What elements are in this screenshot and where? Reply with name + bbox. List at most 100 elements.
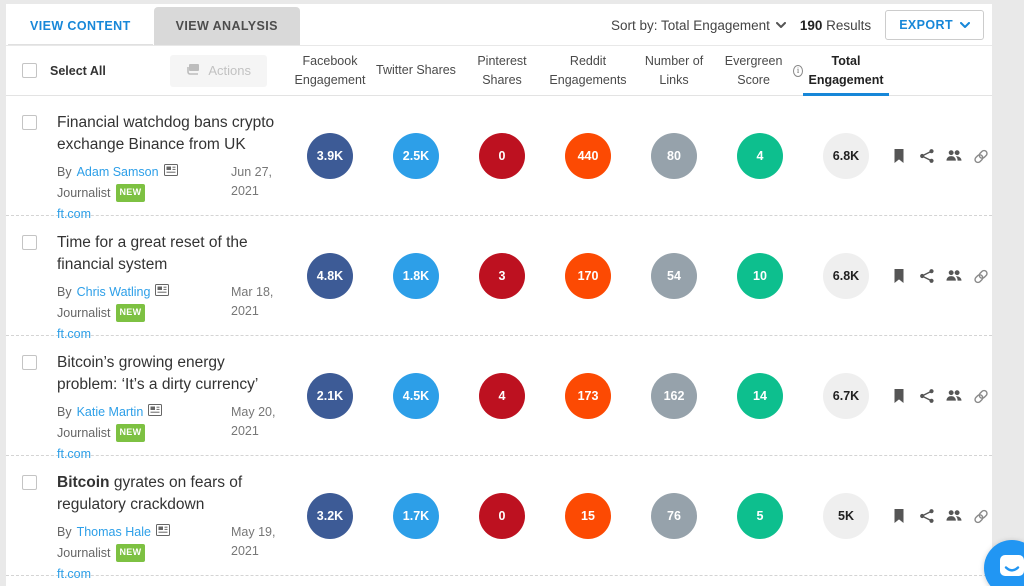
link-icon[interactable] xyxy=(973,508,989,524)
bookmark-icon[interactable] xyxy=(892,508,908,524)
layers-icon xyxy=(186,63,201,79)
bookmark-icon[interactable] xyxy=(892,268,908,284)
number-of-links-value: 54 xyxy=(651,252,697,299)
article-title[interactable]: Bitcoin gyrates on fears of regulatory c… xyxy=(57,472,277,516)
users-icon[interactable] xyxy=(946,508,962,524)
row-actions xyxy=(889,268,992,284)
article-title[interactable]: Time for a great reset of the financial … xyxy=(57,232,277,276)
results-count: 190 Results xyxy=(800,18,871,33)
by-label: By xyxy=(57,285,72,299)
column-header-evergreen: Evergreen Score i xyxy=(717,46,803,95)
row-checkbox[interactable] xyxy=(22,355,37,370)
title-text: Financial watchdog bans crypto exchange … xyxy=(57,114,275,153)
share-icon[interactable] xyxy=(919,148,935,164)
users-icon[interactable] xyxy=(946,268,962,284)
bookmark-icon[interactable] xyxy=(892,388,908,404)
domain-link[interactable]: ft.com xyxy=(57,446,92,461)
row-article-cell: Time for a great reset of the financial … xyxy=(6,216,287,343)
row-checkbox[interactable] xyxy=(22,475,37,490)
actions-button[interactable]: Actions xyxy=(170,54,267,87)
new-badge: NEW xyxy=(115,544,146,562)
facebook-engagement-value: 4.8K xyxy=(307,252,353,299)
title-text: gyrates on fears of regulatory crackdown xyxy=(57,474,243,513)
domain-link[interactable]: ft.com xyxy=(57,206,92,221)
content-panel: VIEW CONTENT VIEW ANALYSIS Sort by: Tota… xyxy=(6,4,992,586)
users-icon[interactable] xyxy=(946,148,962,164)
author-role: Journalist xyxy=(57,425,111,440)
article-title[interactable]: Financial watchdog bans crypto exchange … xyxy=(57,112,277,156)
tab-bar: VIEW CONTENT VIEW ANALYSIS Sort by: Tota… xyxy=(6,4,992,46)
domain-link[interactable]: ft.com xyxy=(57,326,92,341)
users-icon[interactable] xyxy=(946,388,962,404)
table-row: Bitcoin’s growing energy problem: ‘It’s … xyxy=(6,336,992,461)
column-header-facebook: Facebook Engagement xyxy=(294,54,366,87)
share-icon[interactable] xyxy=(919,388,935,404)
newspaper-icon xyxy=(155,523,170,542)
evergreen-score-value: 14 xyxy=(737,372,783,419)
newspaper-icon xyxy=(163,163,178,182)
list-header-left: Select All Actions xyxy=(6,54,287,87)
total-engagement-value: 6.7K xyxy=(823,372,869,419)
number-of-links-value: 80 xyxy=(651,132,697,179)
new-badge: NEW xyxy=(115,304,146,322)
article-title[interactable]: Bitcoin’s growing energy problem: ‘It’s … xyxy=(57,352,277,396)
chevron-down-icon xyxy=(960,21,970,29)
row-actions xyxy=(889,508,992,524)
evergreen-score-value: 4 xyxy=(737,132,783,179)
author-link[interactable]: Adam Samson xyxy=(76,165,159,179)
total-engagement-value: 6.8K xyxy=(823,252,869,299)
twitter-shares-value: 2.5K xyxy=(393,132,439,179)
byline-block: By Chris Watling Journalist NEW ft.com xyxy=(57,283,231,343)
byline-block: By Adam Samson Journalist NEW ft.com xyxy=(57,163,231,223)
author-link[interactable]: Chris Watling xyxy=(76,285,151,299)
domain-link[interactable]: ft.com xyxy=(57,566,92,581)
facebook-engagement-value: 2.1K xyxy=(307,372,353,419)
article-date: May 20, 2021 xyxy=(231,405,276,438)
row-checkbox[interactable] xyxy=(22,115,37,130)
pinterest-shares-value: 0 xyxy=(479,492,525,539)
reddit-engagements-value: 15 xyxy=(565,492,611,539)
row-article-cell: Bitcoin’s growing energy problem: ‘It’s … xyxy=(6,336,287,463)
newspaper-icon xyxy=(148,403,163,422)
article-info: Bitcoin’s growing energy problem: ‘It’s … xyxy=(57,352,287,463)
tab-view-analysis[interactable]: VIEW ANALYSIS xyxy=(153,7,300,45)
article-date: Jun 27, 2021 xyxy=(231,165,273,198)
info-icon[interactable]: i xyxy=(793,64,803,77)
link-icon[interactable] xyxy=(973,148,989,164)
number-of-links-value: 76 xyxy=(651,492,697,539)
share-icon[interactable] xyxy=(919,508,935,524)
tab-view-content[interactable]: VIEW CONTENT xyxy=(8,7,153,45)
author-role: Journalist xyxy=(57,305,111,320)
author-role: Journalist xyxy=(57,545,111,560)
column-header-twitter: Twitter Shares xyxy=(376,63,456,78)
reddit-engagements-value: 170 xyxy=(565,252,611,299)
export-label: EXPORT xyxy=(899,18,953,32)
newspaper-icon xyxy=(155,283,170,302)
share-icon[interactable] xyxy=(919,268,935,284)
export-button[interactable]: EXPORT xyxy=(885,10,984,40)
select-all-checkbox[interactable] xyxy=(22,63,37,78)
results-label: Results xyxy=(826,17,872,33)
link-icon[interactable] xyxy=(973,268,989,284)
column-header-total: Total Engagement xyxy=(803,46,889,96)
row-article-cell: Financial watchdog bans crypto exchange … xyxy=(6,96,287,223)
total-engagement-value: 5K xyxy=(823,492,869,539)
chat-bubble-smile-icon xyxy=(999,554,1024,583)
chevron-down-icon xyxy=(775,21,786,29)
article-meta: By Katie Martin Journalist NEW ft.com M xyxy=(57,403,287,463)
by-label: By xyxy=(57,405,72,419)
bookmark-icon[interactable] xyxy=(892,148,908,164)
article-info: Bitcoin gyrates on fears of regulatory c… xyxy=(57,472,287,583)
sort-by-dropdown[interactable]: Sort by: Total Engagement xyxy=(611,18,786,33)
twitter-shares-value: 1.7K xyxy=(393,492,439,539)
evergreen-score-value: 5 xyxy=(737,492,783,539)
row-checkbox[interactable] xyxy=(22,235,37,250)
link-icon[interactable] xyxy=(973,388,989,404)
article-info: Time for a great reset of the financial … xyxy=(57,232,287,343)
pinterest-shares-value: 0 xyxy=(479,132,525,179)
reddit-engagements-value: 440 xyxy=(565,132,611,179)
evergreen-label: Evergreen Score xyxy=(724,54,783,87)
select-all-label: Select All xyxy=(50,63,106,78)
author-link[interactable]: Katie Martin xyxy=(76,405,144,419)
author-link[interactable]: Thomas Hale xyxy=(76,525,151,539)
